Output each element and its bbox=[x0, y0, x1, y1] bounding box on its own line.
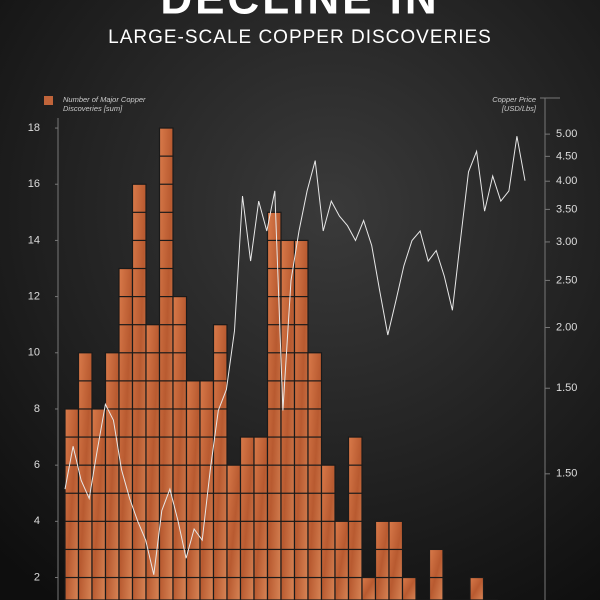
price-line bbox=[64, 136, 526, 575]
bar bbox=[320, 464, 336, 600]
bar bbox=[293, 239, 309, 600]
bar bbox=[199, 380, 215, 600]
bar bbox=[253, 436, 269, 600]
y2-tick-label: 4.50 bbox=[556, 150, 577, 162]
y2-tick-label: 1.50 bbox=[556, 468, 577, 480]
y-tick-label: 2 bbox=[34, 571, 40, 583]
y-tick-label: 12 bbox=[28, 291, 40, 303]
y2-tick-label: 5.00 bbox=[556, 128, 577, 140]
y-tick-label: 16 bbox=[28, 178, 40, 190]
y2-tick-label: 4.00 bbox=[556, 175, 577, 187]
chart-subtitle: LARGE-SCALE COPPER DISCOVERIES bbox=[108, 27, 492, 48]
y-tick-label: 14 bbox=[28, 234, 40, 246]
y2-tick-label: 3.00 bbox=[556, 236, 577, 248]
legend-swatch bbox=[44, 96, 53, 105]
bar bbox=[469, 576, 485, 600]
bar bbox=[347, 436, 363, 600]
bar bbox=[226, 464, 242, 600]
bar bbox=[280, 239, 296, 600]
bar bbox=[104, 352, 120, 600]
bar bbox=[212, 324, 228, 600]
legend-bar: Number of Major Copper Discoveries [sum] bbox=[63, 95, 146, 113]
bar bbox=[388, 520, 404, 600]
legend-line: Copper Price [USD/Lbs] bbox=[492, 95, 536, 113]
bar bbox=[239, 436, 255, 600]
bar bbox=[131, 183, 147, 600]
chart-title: DECLINE IN bbox=[160, 0, 439, 24]
y2-tick-label: 1.50 bbox=[556, 382, 577, 394]
bar bbox=[185, 380, 201, 600]
y-tick-label: 18 bbox=[28, 122, 40, 134]
y2-tick-label: 2.00 bbox=[556, 321, 577, 333]
y-tick-label: 4 bbox=[34, 515, 40, 527]
bar bbox=[158, 127, 174, 600]
bar bbox=[266, 211, 282, 600]
y2-tick-label: 3.50 bbox=[556, 203, 577, 215]
bar bbox=[334, 520, 350, 600]
bar bbox=[145, 324, 161, 600]
y-tick-label: 6 bbox=[34, 459, 40, 471]
y-tick-label: 8 bbox=[34, 403, 40, 415]
bar bbox=[307, 352, 323, 600]
y-tick-label: 10 bbox=[28, 347, 40, 359]
bar bbox=[172, 296, 188, 600]
bar bbox=[428, 548, 444, 600]
bar bbox=[118, 267, 134, 600]
y2-tick-label: 2.50 bbox=[556, 274, 577, 286]
bar bbox=[361, 576, 377, 600]
bar bbox=[401, 576, 417, 600]
bar bbox=[374, 520, 390, 600]
